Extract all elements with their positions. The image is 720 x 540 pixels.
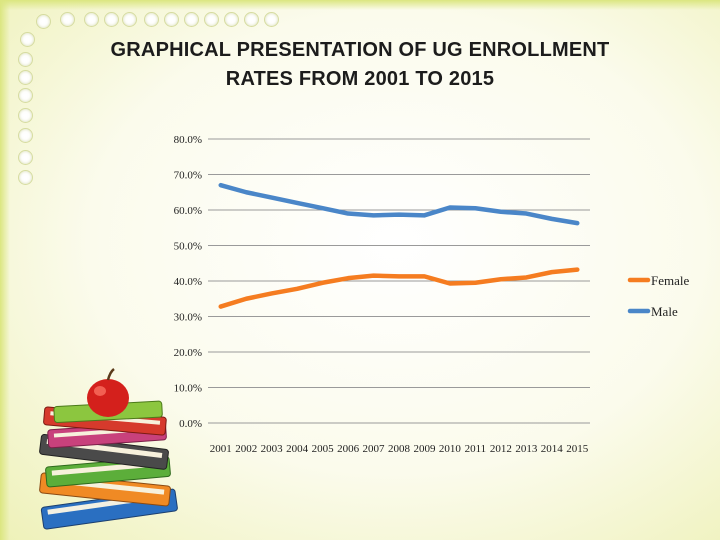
y-axis-ticks: 0.0% 10.0% 20.0% 30.0% 40.0% 50.0% 60.0% 70.0% 8… xyxy=(174,134,202,430)
x-tick-label: 2005 xyxy=(312,443,335,455)
chart-series xyxy=(218,182,580,309)
top-accent-strip xyxy=(0,0,720,10)
y-tick-label: 60.0% xyxy=(174,205,202,217)
x-tick-label: 2010 xyxy=(439,443,462,455)
decor-dot xyxy=(60,12,75,27)
chart-grid xyxy=(208,138,590,424)
x-tick-label: 2009 xyxy=(413,443,436,455)
x-tick-label: 2006 xyxy=(337,443,360,455)
decor-dot xyxy=(184,12,199,27)
x-axis-ticks: 2001 2002 2003 2004 2005 2006 2007 2008 2009 2010… xyxy=(210,443,589,455)
x-tick-label: 2002 xyxy=(235,443,257,455)
x-tick-label: 2013 xyxy=(515,443,538,455)
chart-legend: Female Male xyxy=(627,273,689,319)
decor-dot xyxy=(104,12,119,27)
legend-label-female: Female xyxy=(651,273,689,288)
y-tick-label: 10.0% xyxy=(174,383,202,395)
decor-dot xyxy=(18,52,33,67)
decor-dot xyxy=(264,12,279,27)
y-tick-label: 70.0% xyxy=(174,170,202,182)
y-tick-label: 50.0% xyxy=(174,241,202,253)
x-tick-label: 2004 xyxy=(286,443,309,455)
x-tick-label: 2011 xyxy=(465,443,487,455)
decor-dot xyxy=(84,12,99,27)
slide-title-line1: GRAPHICAL PRESENTATION OF UG ENROLLMENT xyxy=(110,39,610,61)
x-tick-label: 2012 xyxy=(490,443,512,455)
x-tick-label: 2008 xyxy=(388,443,411,455)
y-tick-label: 30.0% xyxy=(174,312,202,324)
decor-dot xyxy=(18,128,33,143)
decor-dot xyxy=(20,32,35,47)
slide-title: GRAPHICAL PRESENTATION OF UG ENROLLMENT … xyxy=(40,36,680,94)
decor-dot xyxy=(204,12,219,27)
decor-dot xyxy=(164,12,179,27)
decor-dot xyxy=(122,12,137,27)
x-tick-label: 2007 xyxy=(363,443,386,455)
decor-dot xyxy=(244,12,259,27)
x-tick-label: 2015 xyxy=(566,443,589,455)
x-tick-label: 2003 xyxy=(261,443,284,455)
decor-dot xyxy=(18,150,33,165)
decor-dot xyxy=(36,14,51,29)
decor-dot xyxy=(18,88,33,103)
decor-dot xyxy=(18,70,33,85)
left-accent-strip xyxy=(0,0,10,540)
y-tick-label: 80.0% xyxy=(174,134,202,146)
decor-dot xyxy=(18,108,33,123)
apple-icon xyxy=(87,368,129,417)
y-tick-label: 20.0% xyxy=(174,347,202,359)
legend-label-male: Male xyxy=(651,304,678,319)
y-tick-label: 0.0% xyxy=(179,418,202,430)
decor-dot xyxy=(224,12,239,27)
slide-title-line2: RATES FROM 2001 TO 2015 xyxy=(225,68,495,90)
decor-dot xyxy=(18,170,33,185)
decor-dot xyxy=(144,12,159,27)
x-tick-label: 2001 xyxy=(210,443,232,455)
x-tick-label: 2014 xyxy=(541,443,564,455)
y-tick-label: 40.0% xyxy=(174,276,202,288)
